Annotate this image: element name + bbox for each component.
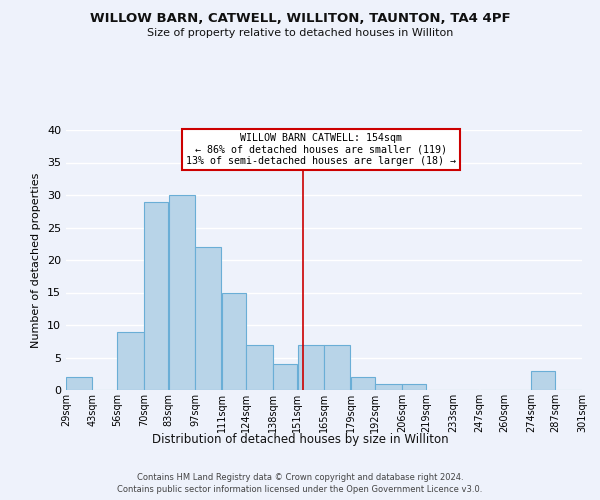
Text: Distribution of detached houses by size in Williton: Distribution of detached houses by size … bbox=[152, 432, 448, 446]
Bar bbox=[531, 370, 555, 390]
Text: Contains HM Land Registry data © Crown copyright and database right 2024.: Contains HM Land Registry data © Crown c… bbox=[137, 472, 463, 482]
Bar bbox=[195, 247, 221, 390]
Bar bbox=[222, 292, 246, 390]
Y-axis label: Number of detached properties: Number of detached properties bbox=[31, 172, 41, 348]
Bar bbox=[402, 384, 426, 390]
Bar bbox=[324, 344, 350, 390]
Bar bbox=[273, 364, 297, 390]
Bar bbox=[351, 377, 375, 390]
Text: Contains public sector information licensed under the Open Government Licence v3: Contains public sector information licen… bbox=[118, 485, 482, 494]
Text: WILLOW BARN CATWELL: 154sqm
← 86% of detached houses are smaller (119)
13% of se: WILLOW BARN CATWELL: 154sqm ← 86% of det… bbox=[187, 132, 457, 166]
Bar bbox=[298, 344, 324, 390]
Text: Size of property relative to detached houses in Williton: Size of property relative to detached ho… bbox=[147, 28, 453, 38]
Bar bbox=[66, 377, 92, 390]
Bar bbox=[118, 332, 143, 390]
Bar bbox=[144, 202, 168, 390]
Bar bbox=[247, 344, 272, 390]
Text: WILLOW BARN, CATWELL, WILLITON, TAUNTON, TA4 4PF: WILLOW BARN, CATWELL, WILLITON, TAUNTON,… bbox=[89, 12, 511, 26]
Bar bbox=[169, 195, 195, 390]
Bar bbox=[376, 384, 401, 390]
